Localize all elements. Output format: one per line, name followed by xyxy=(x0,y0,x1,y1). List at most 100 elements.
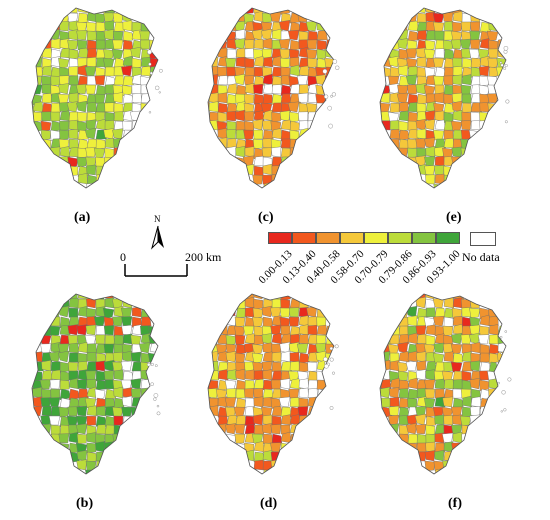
county-region xyxy=(103,343,115,354)
county-region xyxy=(460,84,472,96)
county-region xyxy=(380,387,382,399)
county-region xyxy=(452,109,463,122)
county-region xyxy=(68,138,79,149)
county-region xyxy=(41,83,52,95)
county-region xyxy=(452,431,463,444)
county-region xyxy=(416,307,428,319)
county-region xyxy=(39,316,52,328)
county-region xyxy=(58,21,70,32)
county-region xyxy=(104,84,115,95)
county-region xyxy=(280,378,291,390)
island xyxy=(150,362,154,366)
county-region xyxy=(104,8,115,14)
county-region xyxy=(94,93,106,104)
county-region xyxy=(271,156,283,167)
island xyxy=(149,71,153,75)
county-region xyxy=(289,307,300,318)
county-region xyxy=(434,110,445,122)
county-region xyxy=(262,93,273,105)
county-region xyxy=(253,66,264,77)
county-region xyxy=(451,156,463,167)
county-region xyxy=(113,334,124,345)
county-region xyxy=(271,111,282,123)
choropleth-map xyxy=(207,7,340,189)
legend-swatch xyxy=(388,232,412,244)
north-arrow-icon xyxy=(151,225,164,250)
county-region xyxy=(84,66,97,77)
county-region xyxy=(424,137,436,149)
county-region xyxy=(398,101,409,113)
county-region xyxy=(389,325,401,336)
county-region xyxy=(112,406,124,418)
county-region xyxy=(95,370,106,382)
county-region xyxy=(77,111,88,123)
county-region xyxy=(415,325,427,336)
county-region xyxy=(94,12,106,24)
province-boundary xyxy=(379,293,507,475)
county-region xyxy=(307,388,318,399)
county-region xyxy=(461,93,472,104)
county-region xyxy=(297,92,309,104)
county-region xyxy=(41,65,53,77)
county-region xyxy=(262,433,273,444)
county-region xyxy=(235,11,246,23)
county-region xyxy=(32,351,43,363)
map-panel-b: (b) xyxy=(24,290,174,511)
province-boundary xyxy=(379,7,507,189)
county-region xyxy=(76,450,88,462)
scale-start-label: 0 xyxy=(120,250,126,264)
county-region xyxy=(226,369,237,381)
county-region xyxy=(298,378,309,390)
county-region xyxy=(262,129,274,141)
county-region xyxy=(434,119,446,131)
county-region xyxy=(416,12,427,24)
county-region xyxy=(271,351,282,363)
county-region xyxy=(398,379,409,391)
county-region xyxy=(86,415,97,426)
county-region xyxy=(76,100,88,113)
county-region xyxy=(121,316,133,327)
county-region xyxy=(271,361,282,372)
county-region xyxy=(140,102,151,114)
panel-label: (e) xyxy=(446,210,462,225)
county-region xyxy=(86,57,97,68)
county-region xyxy=(416,360,427,372)
county-region xyxy=(262,342,273,354)
county-region xyxy=(244,146,255,158)
county-region xyxy=(59,146,71,158)
island xyxy=(148,111,152,114)
county-region xyxy=(433,183,445,188)
county-region xyxy=(271,146,282,158)
county-region xyxy=(120,307,133,318)
county-region xyxy=(389,66,400,78)
county-region xyxy=(289,352,300,363)
county-region xyxy=(234,433,246,444)
county-region xyxy=(452,352,464,364)
county-region xyxy=(307,30,318,42)
county-region xyxy=(479,21,492,33)
county-region xyxy=(424,165,436,176)
county-region xyxy=(433,75,445,86)
county-region xyxy=(407,120,418,131)
county-region xyxy=(289,146,300,158)
county-region xyxy=(121,10,133,23)
county-region xyxy=(68,377,80,390)
county-region xyxy=(271,173,282,185)
county-region xyxy=(470,57,481,68)
county-region xyxy=(121,395,133,408)
county-region xyxy=(49,305,61,318)
county-region xyxy=(251,343,264,355)
county-region xyxy=(68,119,79,131)
county-region xyxy=(298,333,309,345)
county-region xyxy=(253,38,264,50)
county-region xyxy=(50,424,61,436)
county-region xyxy=(280,93,292,104)
county-region xyxy=(76,406,88,417)
county-region xyxy=(407,147,418,158)
county-region xyxy=(433,315,445,327)
island xyxy=(330,94,333,98)
county-region xyxy=(77,388,89,399)
county-region xyxy=(67,361,79,372)
island xyxy=(150,382,154,386)
county-region xyxy=(415,369,427,381)
